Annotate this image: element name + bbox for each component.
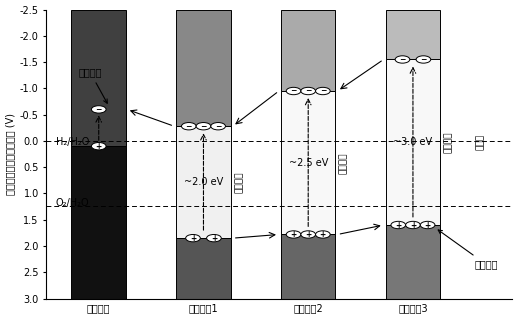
Bar [281, 10, 336, 91]
Text: −: − [200, 122, 207, 131]
Text: −: − [399, 55, 406, 64]
Bar [281, 234, 336, 299]
Text: +: + [320, 230, 326, 239]
Text: 紫外光: 紫外光 [476, 134, 484, 150]
Circle shape [286, 231, 301, 238]
Text: −: − [291, 86, 297, 95]
Text: +: + [395, 220, 401, 229]
Bar [71, 146, 126, 299]
Text: +: + [211, 234, 217, 243]
Circle shape [315, 87, 330, 95]
Bar [386, 225, 440, 299]
Circle shape [406, 221, 420, 229]
Text: +: + [410, 220, 416, 229]
Text: +: + [424, 220, 431, 229]
Circle shape [181, 122, 196, 130]
Circle shape [416, 56, 431, 63]
Text: +: + [96, 142, 102, 151]
Bar [176, 10, 231, 126]
Circle shape [211, 122, 225, 130]
Bar [386, 10, 440, 59]
Text: H₂/H₂O: H₂/H₂O [55, 137, 89, 147]
Circle shape [315, 231, 330, 238]
Circle shape [196, 122, 211, 130]
Circle shape [301, 231, 315, 238]
Text: −: − [420, 55, 427, 64]
Text: +: + [305, 230, 311, 239]
Text: 短可见光: 短可见光 [444, 131, 453, 153]
Text: ~2.5 eV: ~2.5 eV [289, 158, 328, 168]
Bar [386, 59, 440, 225]
Bar [281, 91, 336, 234]
Text: −: − [320, 86, 326, 95]
Text: +: + [291, 230, 297, 239]
Text: ~2.0 eV: ~2.0 eV [184, 177, 223, 187]
Text: ~3.0 eV: ~3.0 eV [393, 137, 433, 147]
Circle shape [286, 87, 301, 95]
Text: 氧化反应: 氧化反应 [438, 230, 498, 270]
Bar [176, 126, 231, 238]
Bar [176, 238, 231, 299]
Circle shape [301, 87, 315, 95]
Circle shape [391, 221, 406, 229]
Text: O₂/H₂O: O₂/H₂O [55, 198, 89, 208]
Y-axis label: 相对于标准氢电极的电势 (V): 相对于标准氢电极的电势 (V) [6, 113, 16, 195]
Circle shape [185, 234, 200, 242]
Text: 近红外光: 近红外光 [235, 171, 243, 193]
Circle shape [91, 143, 106, 150]
Circle shape [91, 106, 106, 113]
Text: −: − [185, 122, 192, 131]
Circle shape [395, 56, 410, 63]
Bar [71, 10, 126, 146]
Text: −: − [215, 122, 221, 131]
Text: −: − [95, 105, 102, 114]
Circle shape [420, 221, 435, 229]
Text: +: + [190, 234, 196, 243]
Text: 长可见光: 长可见光 [339, 152, 348, 174]
Circle shape [207, 234, 221, 242]
Text: −: − [305, 86, 311, 95]
Text: 还原反应: 还原反应 [79, 68, 107, 103]
